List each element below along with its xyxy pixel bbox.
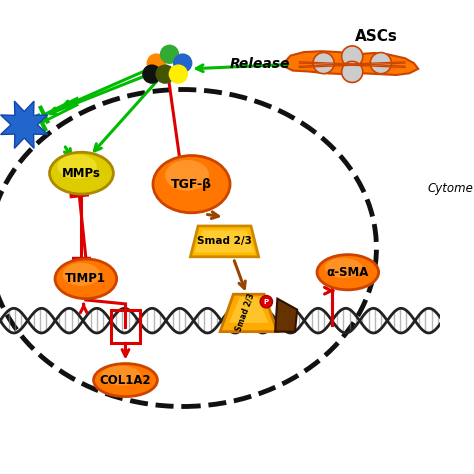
Ellipse shape <box>101 366 141 385</box>
Ellipse shape <box>93 364 157 397</box>
Circle shape <box>155 64 175 84</box>
Ellipse shape <box>153 155 230 213</box>
Text: MMPs: MMPs <box>62 167 101 180</box>
Circle shape <box>342 46 363 67</box>
Circle shape <box>160 45 179 64</box>
Text: α-SMA: α-SMA <box>327 266 369 279</box>
Polygon shape <box>229 297 269 323</box>
Ellipse shape <box>55 259 117 299</box>
Circle shape <box>146 54 166 73</box>
Polygon shape <box>195 230 254 253</box>
Circle shape <box>260 296 273 308</box>
Text: Smad 2/3: Smad 2/3 <box>197 237 252 246</box>
Text: TGF-β: TGF-β <box>171 178 212 191</box>
Ellipse shape <box>317 255 379 290</box>
Circle shape <box>370 53 392 73</box>
Ellipse shape <box>63 263 100 286</box>
Ellipse shape <box>325 258 362 278</box>
Text: Smad 2/3: Smad 2/3 <box>234 292 256 332</box>
Ellipse shape <box>57 155 97 179</box>
Text: P: P <box>264 299 269 305</box>
Text: Release: Release <box>229 57 290 71</box>
Polygon shape <box>275 299 297 332</box>
Ellipse shape <box>49 152 113 194</box>
Circle shape <box>169 64 188 84</box>
Bar <box>111 310 139 343</box>
Text: ASCs: ASCs <box>355 29 398 44</box>
Ellipse shape <box>165 160 209 191</box>
Circle shape <box>313 53 334 73</box>
Circle shape <box>142 64 162 84</box>
Polygon shape <box>220 294 277 332</box>
Text: COL1A2: COL1A2 <box>100 374 151 387</box>
Polygon shape <box>191 226 259 257</box>
Polygon shape <box>282 51 418 75</box>
Text: Cytome: Cytome <box>427 182 473 195</box>
Polygon shape <box>0 101 48 148</box>
Circle shape <box>342 61 363 82</box>
Circle shape <box>173 54 192 73</box>
Text: TIMP1: TIMP1 <box>65 273 106 285</box>
